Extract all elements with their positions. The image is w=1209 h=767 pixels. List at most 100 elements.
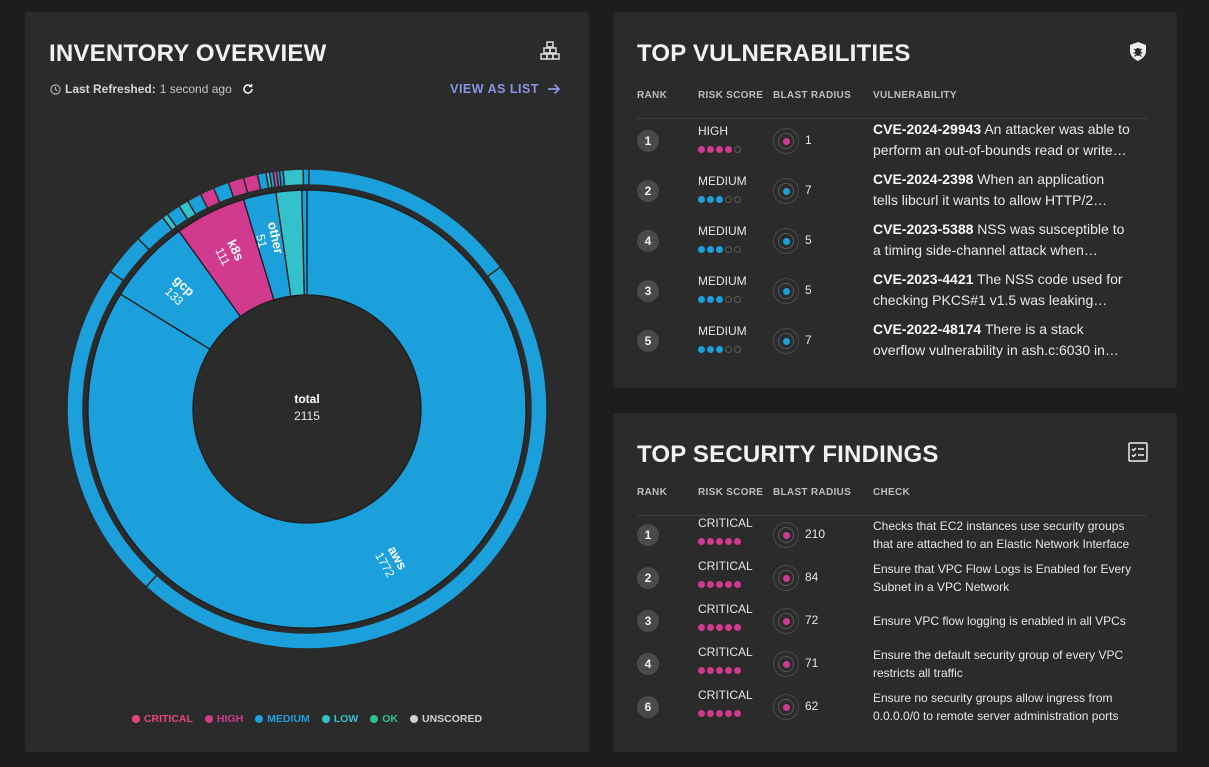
legend-item-high[interactable]: HIGH [204, 713, 244, 725]
cve-desc-line2: checking PKCS#1 v1.5 was leaking… [873, 292, 1108, 308]
risk-dot [725, 710, 732, 717]
cve-desc-line1: The NSS code used for [977, 271, 1123, 287]
check-description[interactable]: Checks that EC2 instances use security g… [873, 517, 1163, 553]
legend-item-medium[interactable]: MEDIUM [255, 713, 310, 725]
table-row[interactable]: 5 MEDIUM 7 CVE-2022-48174 There is a stack o… [637, 319, 1147, 363]
rank-badge: 1 [637, 130, 659, 152]
bug-shield-icon[interactable] [1127, 40, 1149, 62]
rank-header[interactable]: RANK ↑ [637, 487, 668, 498]
vulnerability-description[interactable]: CVE-2024-29943 An attacker was able to pe… [873, 119, 1143, 161]
rank-badge: 4 [637, 653, 659, 675]
severity-legend: CRITICAL HIGH MEDIUM LOW OK UNSCORED [25, 713, 589, 725]
table-row[interactable]: 6 CRITICAL 62 Ensure no security groups all… [637, 685, 1147, 729]
vulnerability-header[interactable]: VULNERABILITY [873, 90, 957, 101]
risk-dot [698, 538, 705, 545]
legend-label: LOW [333, 713, 359, 725]
check-description[interactable]: Ensure the default security group of eve… [873, 646, 1163, 682]
blast-radius-value: 72 [805, 613, 819, 627]
refresh-icon[interactable] [242, 83, 254, 95]
legend-label: OK [382, 713, 398, 725]
blast-radius-header[interactable]: BLAST RADIUS [773, 487, 852, 498]
vulnerability-description[interactable]: CVE-2023-4421 The NSS code used for check… [873, 269, 1143, 311]
cve-id: CVE-2023-5388 [873, 221, 974, 237]
slice-aws[interactable] [87, 189, 527, 629]
legend-dot [321, 715, 330, 723]
check-line1: Checks that EC2 instances use security g… [873, 519, 1125, 533]
arrow-right-icon [548, 83, 561, 95]
rank-header[interactable]: RANK ↑ [637, 90, 668, 101]
risk-score-header[interactable]: RISK SCORE [698, 487, 764, 498]
legend-dot [131, 715, 140, 723]
outer-segment[interactable] [282, 168, 305, 187]
cve-desc-line2: a timing side-channel attack when… [873, 242, 1098, 258]
inventory-title: INVENTORY OVERVIEW [49, 40, 327, 67]
table-row[interactable]: 4 MEDIUM 5 CVE-2023-5388 NSS was susceptibl… [637, 219, 1147, 263]
risk-score-label: MEDIUM [698, 274, 747, 288]
cve-desc-line1: When an application [977, 171, 1105, 187]
table-row[interactable]: 3 MEDIUM 5 CVE-2023-4421 The NSS code used … [637, 269, 1147, 313]
risk-dot [716, 581, 723, 588]
vulnerability-description[interactable]: CVE-2023-5388 NSS was susceptible to a ti… [873, 219, 1143, 261]
risk-dot [716, 624, 723, 631]
rank-badge: 3 [637, 280, 659, 302]
check-description[interactable]: Ensure that VPC Flow Logs is Enabled for… [873, 560, 1163, 596]
legend-dot [370, 715, 379, 723]
outer-segment[interactable] [302, 168, 310, 186]
table-row[interactable]: 2 MEDIUM 7 CVE-2024-2398 When an applicatio… [637, 169, 1147, 213]
check-description[interactable]: Ensure VPC flow logging is enabled in al… [873, 612, 1163, 630]
legend-dot [255, 715, 264, 723]
legend-label: HIGH [216, 713, 244, 725]
risk-score-label: MEDIUM [698, 224, 747, 238]
table-row[interactable]: 3 CRITICAL 72 Ensure VPC flow logging is en… [637, 599, 1147, 643]
risk-score-label: CRITICAL [698, 645, 753, 659]
table-row[interactable]: 4 CRITICAL 71 Ensure the default security g… [637, 642, 1147, 686]
risk-score-dots [698, 346, 741, 353]
blast-radius-indicator [773, 565, 799, 591]
risk-score-dots [698, 538, 741, 545]
check-line2: restricts all traffic [873, 666, 963, 680]
risk-dot [716, 346, 723, 353]
last-refreshed-value: 1 second ago [159, 82, 232, 96]
blast-radius-header[interactable]: BLAST RADIUS [773, 90, 852, 101]
risk-score-dots [698, 710, 741, 717]
check-line1: Ensure the default security group of eve… [873, 648, 1124, 662]
cve-id: CVE-2023-4421 [873, 271, 974, 287]
blast-radius-value: 1 [805, 133, 812, 147]
legend-label: CRITICAL [143, 713, 193, 725]
risk-dot [698, 196, 705, 203]
table-row[interactable]: 1 HIGH 1 CVE-2024-29943 An attacker was abl… [637, 119, 1147, 163]
legend-item-ok[interactable]: OK [370, 713, 398, 725]
slice-value: 51 [253, 233, 270, 249]
risk-dot [734, 246, 741, 253]
legend-item-low[interactable]: LOW [321, 713, 359, 725]
blast-radius-indicator [773, 651, 799, 677]
blast-radius-indicator [773, 128, 799, 154]
table-row[interactable]: 2 CRITICAL 84 Ensure that VPC Flow Logs is … [637, 556, 1147, 600]
cve-id: CVE-2022-48174 [873, 321, 982, 337]
view-as-list-label: VIEW AS LIST [450, 82, 539, 96]
risk-score-label: MEDIUM [698, 174, 747, 188]
check-header[interactable]: CHECK [873, 487, 911, 498]
risk-dot [707, 146, 714, 153]
risk-dot [707, 581, 714, 588]
risk-score-header[interactable]: RISK SCORE [698, 90, 764, 101]
last-refreshed-label: Last Refreshed: [65, 82, 156, 96]
risk-dot [716, 710, 723, 717]
risk-dot [698, 346, 705, 353]
cve-id: CVE-2024-29943 [873, 121, 982, 137]
vulnerability-description[interactable]: CVE-2022-48174 There is a stack overflow … [873, 319, 1143, 361]
header-divider [637, 515, 1147, 516]
checklist-icon[interactable] [1127, 441, 1149, 463]
blocks-icon[interactable] [539, 40, 561, 62]
vulnerability-description[interactable]: CVE-2024-2398 When an application tells l… [873, 169, 1143, 211]
view-as-list-button[interactable]: VIEW AS LIST [450, 82, 561, 96]
legend-item-unscored[interactable]: UNSCORED [410, 713, 482, 725]
check-description[interactable]: Ensure no security groups allow ingress … [873, 689, 1163, 725]
blast-radius-indicator [773, 522, 799, 548]
table-row[interactable]: 1 CRITICAL 210 Checks that EC2 instances us… [637, 513, 1147, 557]
slice-minor[interactable] [301, 189, 308, 296]
risk-dot [734, 667, 741, 674]
legend-item-critical[interactable]: CRITICAL [131, 713, 193, 725]
risk-dot [734, 346, 741, 353]
